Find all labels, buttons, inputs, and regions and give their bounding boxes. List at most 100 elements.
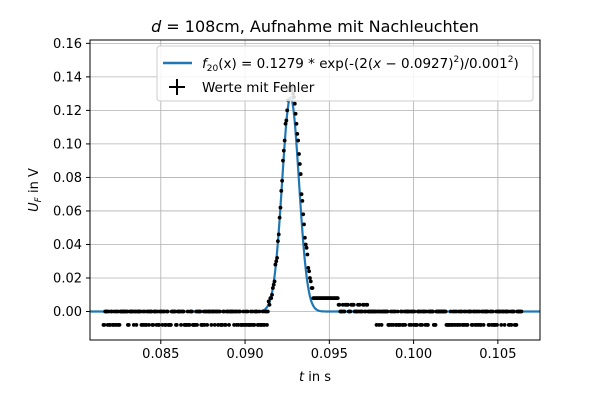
data-point [179,323,183,327]
data-point [165,309,170,314]
data-point [174,323,179,327]
data-point [245,309,250,314]
data-point [198,309,203,314]
data-point [300,198,305,203]
legend-error-marker [169,79,185,95]
data-point [102,323,107,327]
data-point [351,302,356,307]
data-point [299,192,304,197]
data-point [227,323,231,327]
data-point [265,309,270,314]
data-point [301,212,306,217]
data-point [379,323,384,327]
data-point [420,323,424,327]
data-point [395,309,400,314]
data-point [357,302,362,307]
data-point [306,266,311,270]
data-point [307,269,311,274]
data-point [337,302,342,307]
data-point [308,276,312,280]
data-point [433,323,438,327]
data-point [302,235,307,240]
data-point [270,292,274,297]
data-point [272,279,277,284]
data-point [284,118,289,123]
data-point [281,158,285,163]
data-point [209,323,214,327]
x-axis: 0.085 0.090 0.095 0.100 0.105 [142,340,516,362]
data-point [269,296,274,300]
data-point [281,148,286,153]
data-point [279,188,284,193]
data-point [465,323,470,327]
data-point [276,239,280,244]
data-point [431,309,435,314]
data-point [280,178,285,183]
data-point [190,309,194,314]
data-point [278,205,283,210]
data-point [412,309,417,314]
legend: f20(x) = 0.1279 * exp(-(2(x − 0.0927)2)/… [156,45,534,102]
data-point [266,299,271,304]
data-point [252,323,257,327]
measurement-points [101,85,524,327]
y-axis: 0.00 0.02 0.04 0.06 0.08 0.10 0.12 0.14 0.16 [53,37,90,320]
data-point [519,309,524,314]
data-point [276,232,281,237]
data-point [495,323,499,327]
data-point [511,309,516,314]
data-point [415,323,419,327]
data-point [265,323,269,327]
data-point [365,302,370,307]
y-tick-label: 0.06 [53,204,82,219]
data-point [195,323,199,327]
data-point [217,309,222,314]
data-point [345,302,350,307]
y-tick-label: 0.12 [53,104,82,119]
data-point [308,279,313,284]
data-point [271,282,276,287]
plot-frame [89,39,541,341]
data-point [238,309,242,314]
data-point [273,262,278,267]
data-point [275,255,279,260]
legend-fit-label: f20(x) = 0.1279 * exp(-(2(x − 0.0927)2)/… [202,55,519,74]
y-tick-label: 0.00 [53,305,82,320]
data-point [502,323,507,327]
x-tick-label: 0.095 [311,347,348,362]
data-point [267,302,272,307]
data-point [292,101,297,106]
data-point [270,286,275,290]
x-tick-label: 0.105 [479,347,516,362]
data-point [443,309,448,314]
data-point [285,108,290,113]
data-point [302,222,306,227]
legend-measurement-label: Werte mit Fehler [202,80,315,96]
data-point [310,286,315,290]
data-point [157,323,162,327]
data-point [304,245,309,250]
y-tick-label: 0.04 [53,238,82,253]
x-axis-title: t in s [299,370,331,385]
data-point [297,162,302,166]
fit-curve-layer [90,96,540,313]
data-point [499,323,504,327]
x-tick-label: 0.085 [142,347,179,362]
y-tick-label: 0.14 [53,70,82,85]
data-point [509,323,514,327]
y-tick-label: 0.16 [53,37,82,52]
data-point [297,152,301,156]
data-point [257,309,262,314]
data-point [335,296,340,300]
data-point [147,323,151,327]
data-point [385,309,390,314]
legend-box [156,45,534,102]
data-point [277,215,282,220]
data-point [348,309,353,314]
data-point [205,323,210,327]
data-point [212,323,217,327]
fit-curve [90,96,540,313]
data-point [223,323,228,327]
data-point [181,309,186,314]
